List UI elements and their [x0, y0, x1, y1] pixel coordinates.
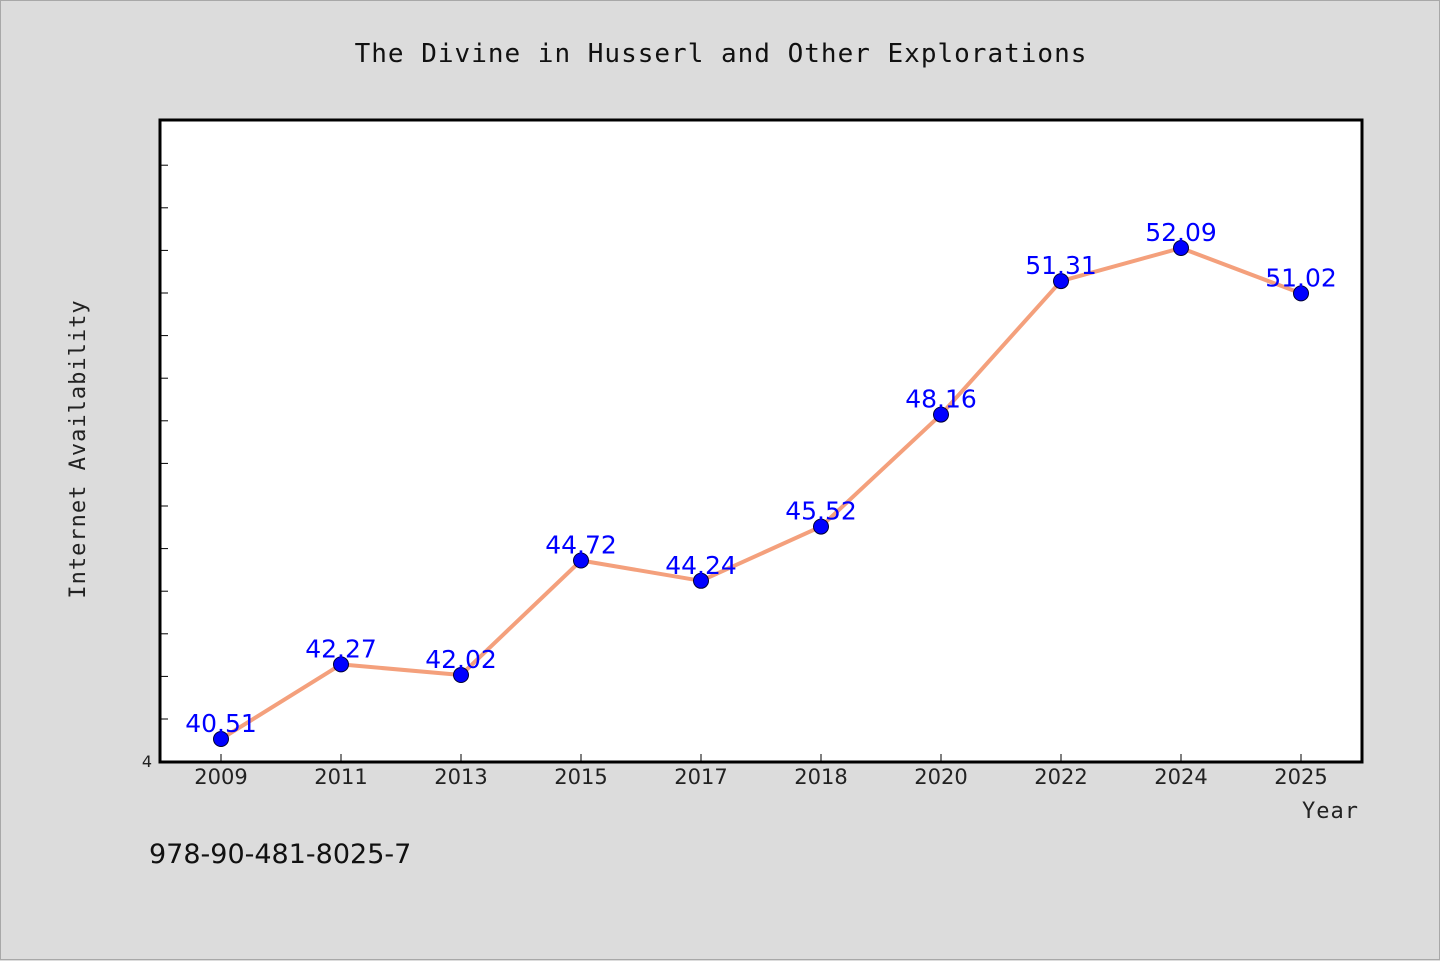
data-point [1173, 240, 1189, 256]
data-point [933, 406, 949, 423]
plot-area [158, 118, 1364, 764]
data-point [573, 552, 589, 569]
x-tick-label: 2018 [794, 765, 847, 789]
data-label: 51.31 [1025, 251, 1097, 280]
data-label: 42.27 [305, 634, 377, 663]
series-line [219, 246, 1303, 741]
x-tick-label: 2024 [1154, 765, 1207, 789]
data-label: 40.51 [185, 709, 257, 738]
x-tick-label: 2020 [914, 765, 967, 789]
data-label: 48.16 [905, 385, 977, 414]
data-label: 42.02 [425, 645, 497, 674]
data-markers [213, 240, 1309, 747]
data-label: 44.72 [545, 531, 617, 560]
x-axis-tick-labels: 2009 2011 2013 2015 2017 2018 2020 2022 2024 2025 [194, 765, 1327, 789]
isbn-text: 978-90-481-8025-7 [149, 839, 411, 870]
data-point [1293, 285, 1309, 302]
y-axis-min-label: 4 [142, 752, 152, 771]
chart-title: The Divine in Husserl and Other Explorat… [355, 39, 1088, 69]
data-point [333, 656, 349, 673]
data-point [813, 518, 829, 535]
x-tick-label: 2015 [554, 765, 607, 789]
data-label: 51.02 [1265, 263, 1337, 292]
x-tick-label: 2025 [1274, 765, 1327, 789]
data-labels: 40.51 42.27 42.02 44.72 44.24 45.52 48.16 51.31… [185, 218, 1337, 738]
x-tick-label: 2017 [674, 765, 727, 789]
y-axis-label: Internet Availability [66, 299, 91, 598]
y-axis-ticks [160, 164, 168, 720]
data-point [453, 667, 469, 683]
data-point [1053, 273, 1069, 290]
data-label: 52.09 [1145, 218, 1217, 247]
data-label: 44.24 [665, 551, 737, 580]
data-point [213, 731, 229, 747]
data-point [693, 572, 709, 589]
x-axis-ticks [220, 754, 1302, 762]
x-tick-label: 2013 [434, 765, 487, 789]
x-axis-label: Year [1302, 799, 1359, 824]
x-tick-label: 2011 [314, 765, 367, 789]
x-tick-label: 2022 [1034, 765, 1087, 789]
data-label: 45.52 [785, 497, 857, 526]
x-tick-label: 2009 [194, 765, 247, 789]
